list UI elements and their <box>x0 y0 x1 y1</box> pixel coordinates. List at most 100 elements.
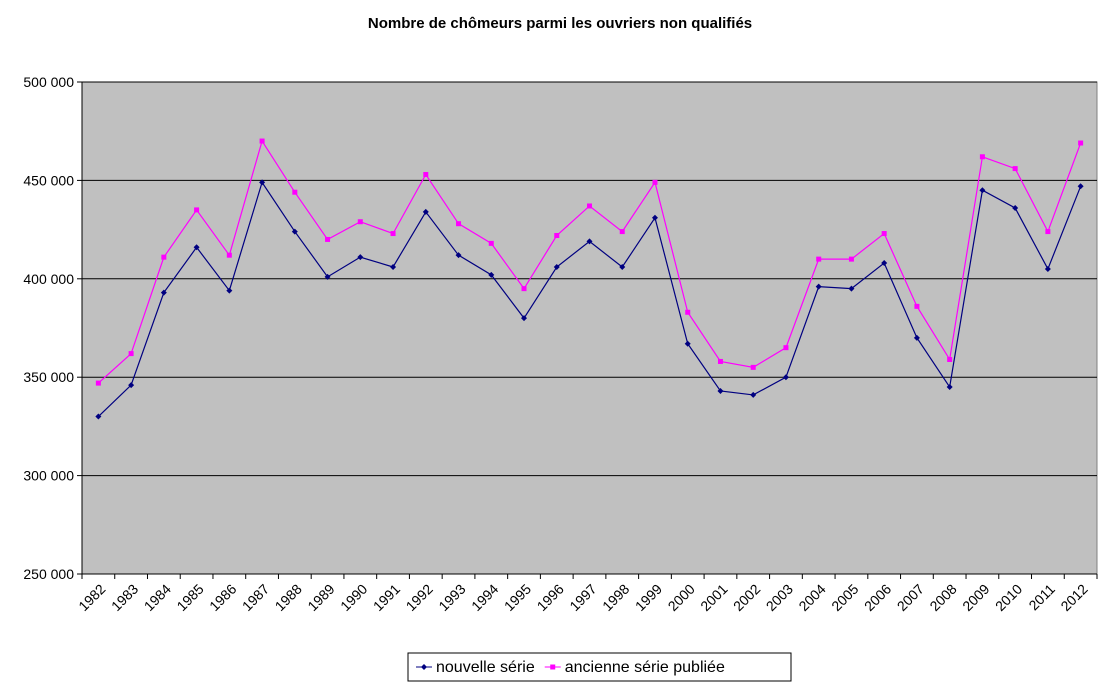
x-tick-label: 1993 <box>435 581 468 614</box>
x-tick-label: 2005 <box>828 581 861 614</box>
point <box>1012 204 1019 211</box>
x-tick-label: 2007 <box>894 581 927 614</box>
x-tick-label: 1982 <box>75 581 108 614</box>
point <box>717 387 724 394</box>
point <box>651 214 658 221</box>
point <box>324 273 331 280</box>
plot-area <box>81 81 1098 575</box>
x-tick-label: 1995 <box>501 581 534 614</box>
point <box>1078 140 1084 146</box>
point <box>914 303 920 309</box>
point <box>422 208 429 215</box>
point <box>685 309 691 315</box>
point <box>750 364 756 370</box>
y-tick-label: 450 000 <box>23 172 74 188</box>
point <box>456 221 462 227</box>
point <box>550 664 556 670</box>
point <box>390 231 396 237</box>
x-tick-label: 1983 <box>108 581 141 614</box>
x-tick-label: 2010 <box>992 581 1025 614</box>
x-tick-label: 1991 <box>370 581 403 614</box>
point <box>913 334 920 341</box>
x-tick-label: 2003 <box>763 581 796 614</box>
point <box>782 374 789 381</box>
point <box>128 351 134 357</box>
x-tick-label: 1988 <box>272 581 305 614</box>
x-tick-label: 1999 <box>632 581 665 614</box>
point <box>554 233 560 239</box>
x-tick-label: 2006 <box>861 581 894 614</box>
point <box>226 287 233 294</box>
point <box>815 283 822 290</box>
point <box>652 179 658 185</box>
point <box>979 154 985 160</box>
point <box>357 219 363 225</box>
point <box>226 252 232 258</box>
point <box>194 207 200 213</box>
point <box>1044 265 1051 272</box>
point <box>619 229 625 235</box>
point <box>292 189 298 195</box>
x-tick-label: 2011 <box>1025 581 1058 614</box>
x-tick-label: 1987 <box>239 581 272 614</box>
x-tick-label: 1994 <box>468 581 501 614</box>
legend: nouvelle série ancienne série publiée <box>407 652 792 682</box>
y-tick-label: 500 000 <box>23 74 74 90</box>
point <box>1077 183 1084 190</box>
point <box>488 271 495 278</box>
point <box>947 356 953 362</box>
legend-box <box>407 652 792 682</box>
point <box>160 289 167 296</box>
point <box>95 413 102 420</box>
point <box>259 138 265 144</box>
point <box>979 187 986 194</box>
point <box>816 256 822 262</box>
point <box>291 228 298 235</box>
y-tick-label: 350 000 <box>23 369 74 385</box>
x-tick-label: 1990 <box>337 581 370 614</box>
x-tick-label: 2012 <box>1057 581 1090 614</box>
y-tick-label: 400 000 <box>23 271 74 287</box>
chart-title: Nombre de chômeurs parmi les ouvriers no… <box>368 15 752 32</box>
legend-label: nouvelle série <box>436 659 535 676</box>
x-tick-label: 1998 <box>599 581 632 614</box>
y-tick-label: 300 000 <box>23 468 74 484</box>
x-tick-label: 1986 <box>206 581 239 614</box>
point <box>95 380 101 386</box>
point <box>193 244 200 251</box>
point <box>390 263 397 270</box>
x-tick-label: 2009 <box>959 581 992 614</box>
point <box>586 238 593 245</box>
point <box>259 179 266 186</box>
point <box>1012 166 1018 172</box>
x-tick-label: 1985 <box>173 581 206 614</box>
point <box>946 384 953 391</box>
point <box>325 236 331 242</box>
point <box>848 256 854 262</box>
point <box>521 315 528 322</box>
point <box>783 345 789 351</box>
point <box>161 254 167 260</box>
x-tick-label: 1996 <box>534 581 567 614</box>
point <box>1045 229 1051 235</box>
legend-label: ancienne série publiée <box>565 659 725 676</box>
point <box>587 203 592 209</box>
x-tick-label: 2008 <box>926 581 959 614</box>
x-tick-label: 2002 <box>730 581 763 614</box>
y-tick-label: 250 000 <box>23 566 74 582</box>
x-tick-label: 1992 <box>403 581 436 614</box>
point <box>128 382 135 389</box>
point <box>619 263 626 270</box>
point <box>848 285 855 292</box>
x-tick-label: 2001 <box>697 581 730 614</box>
x-tick-label: 2000 <box>665 581 698 614</box>
x-tick-label: 2004 <box>795 581 828 614</box>
x-tick-label: 1997 <box>566 581 599 614</box>
point <box>455 252 462 259</box>
point <box>488 240 494 246</box>
x-tick-label: 1989 <box>304 581 337 614</box>
point <box>717 358 723 364</box>
x-tick-label: 1984 <box>141 581 174 614</box>
point <box>421 664 427 670</box>
